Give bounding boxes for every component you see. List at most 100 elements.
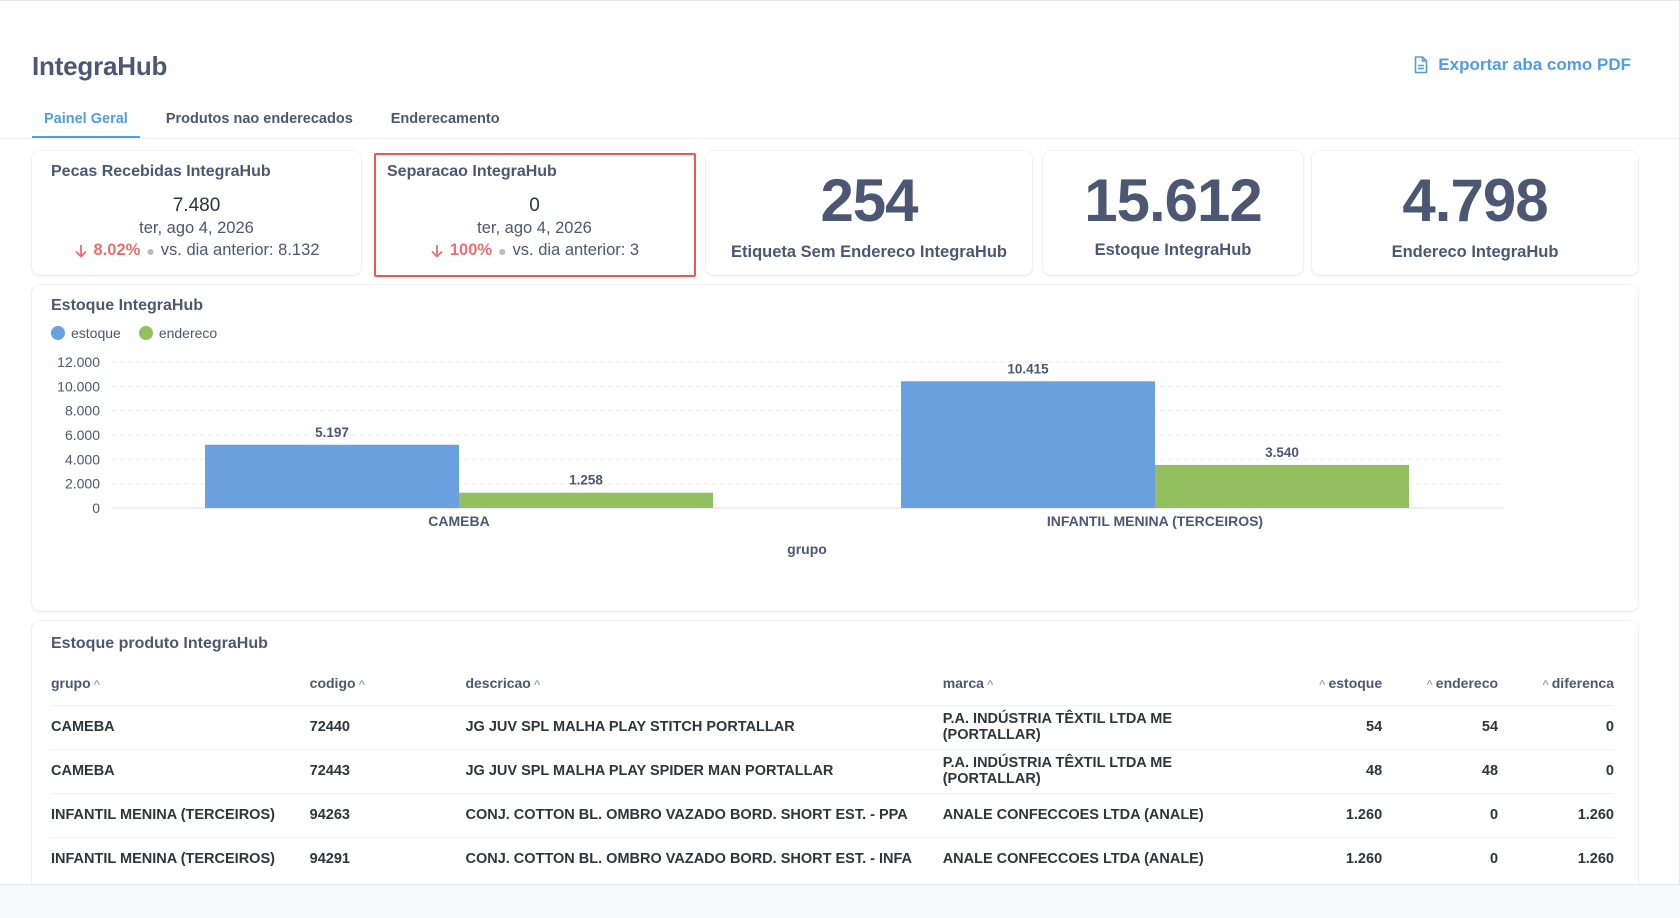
table-cell-estoque: 54 bbox=[1272, 704, 1383, 749]
kpi-label: Etiqueta Sem Endereco IntegraHub bbox=[731, 243, 1007, 261]
table-cell-marca: ANALE CONFECCOES LTDA (ANALE) bbox=[942, 792, 1273, 837]
y-tick-label: 8.000 bbox=[65, 403, 100, 419]
data-table: grupo ^ codigo ^ descricao ^ marca ^ ^ estoqu… bbox=[51, 661, 1614, 881]
tab-enderecamento[interactable]: Enderecamento bbox=[390, 111, 500, 127]
tab-produtos-nao-enderecados[interactable]: Produtos nao enderecados bbox=[165, 111, 353, 127]
kpi-comparison: 8.02% ● vs. dia anterior: 8.132 bbox=[32, 241, 361, 260]
x-axis-title: grupo bbox=[787, 541, 827, 557]
table-cell-endereco: 48 bbox=[1382, 748, 1499, 793]
table-cell-endereco: 0 bbox=[1382, 836, 1499, 881]
y-tick-label: 12.000 bbox=[57, 354, 100, 370]
column-header-diferenca[interactable]: ^ diferenca bbox=[1542, 674, 1614, 691]
kpi-label: Endereco IntegraHub bbox=[1391, 243, 1559, 261]
table-cell-diferenca: 1.260 bbox=[1498, 836, 1614, 881]
table-cell-grupo: CAMEBA bbox=[51, 748, 310, 793]
document-icon bbox=[1414, 56, 1428, 74]
chart-title: Estoque IntegraHub bbox=[51, 297, 204, 314]
sort-icon: ^ bbox=[1426, 678, 1433, 691]
kpi-label: Estoque IntegraHub bbox=[1094, 241, 1252, 259]
bar-endereco bbox=[459, 492, 713, 508]
column-header-estoque[interactable]: ^ estoque bbox=[1319, 674, 1383, 691]
separator-dot: ● bbox=[498, 242, 507, 259]
table-cell-descricao: JG JUV SPL MALHA PLAY STITCH PORTALLAR bbox=[465, 704, 943, 749]
y-tick-label: 2.000 bbox=[65, 476, 100, 492]
table-cell-descricao: CONJ. COTTON BL. OMBRO VAZADO BORD. SHOR… bbox=[465, 836, 943, 881]
column-header-marca[interactable]: marca ^ bbox=[942, 674, 994, 691]
column-header-grupo[interactable]: grupo ^ bbox=[51, 674, 101, 691]
kpi-compare-text: vs. dia anterior: 3 bbox=[512, 241, 640, 259]
page-title: IntegraHub bbox=[32, 51, 168, 81]
table-row[interactable]: CAMEBA 72440 JG JUV SPL MALHA PLAY STITCH … bbox=[51, 704, 1614, 749]
dashboard-header: IntegraHub Exportar aba como PDF bbox=[32, 51, 1631, 91]
bar-data-label: 5.197 bbox=[315, 425, 349, 440]
export-pdf-button[interactable]: Exportar aba como PDF bbox=[1414, 55, 1631, 75]
x-category-label: INFANTIL MENINA (TERCEIROS) bbox=[1047, 513, 1263, 529]
chart-card-estoque[interactable]: Estoque IntegraHub estoque endereco 0 2.0… bbox=[32, 285, 1638, 611]
bar-estoque bbox=[205, 444, 459, 508]
table-row[interactable]: INFANTIL MENINA (TERCEIROS) 94291 CONJ. CO… bbox=[51, 836, 1614, 881]
sort-icon: ^ bbox=[986, 678, 994, 691]
x-category-label: CAMEBA bbox=[428, 513, 489, 529]
table-cell-grupo: INFANTIL MENINA (TERCEIROS) bbox=[51, 836, 310, 881]
bar-data-label: 10.415 bbox=[1007, 361, 1049, 376]
kpi-card-endereco[interactable]: 4.798 Endereco IntegraHub bbox=[1312, 151, 1638, 275]
table-cell-marca: P.A. INDÚSTRIA TÊXTIL LTDA ME (PORTALLAR… bbox=[942, 704, 1273, 749]
kpi-big-value: 4.798 bbox=[1402, 167, 1548, 234]
table-cell-endereco: 54 bbox=[1382, 704, 1499, 749]
table-cell-diferenca: 1.260 bbox=[1498, 792, 1614, 837]
table-cell-grupo: INFANTIL MENINA (TERCEIROS) bbox=[51, 792, 310, 837]
sort-icon: ^ bbox=[1542, 678, 1549, 691]
footer-bar bbox=[0, 884, 1680, 918]
kpi-comparison: 100% ● vs. dia anterior: 3 bbox=[375, 241, 694, 260]
kpi-big-value: 15.612 bbox=[1084, 167, 1263, 234]
kpi-card-pecas-recebidas[interactable]: Pecas Recebidas IntegraHub 7.480 ter, ag… bbox=[32, 151, 361, 275]
table-title: Estoque produto IntegraHub bbox=[51, 635, 268, 652]
table-row[interactable]: CAMEBA 72443 JG JUV SPL MALHA PLAY SPIDER … bbox=[51, 748, 1614, 793]
chart-legend: estoque endereco bbox=[51, 325, 1638, 341]
sort-icon: ^ bbox=[533, 678, 541, 691]
table-card-estoque-produto: Estoque produto IntegraHub grupo ^ codigo… bbox=[32, 621, 1638, 885]
table-cell-endereco: 0 bbox=[1382, 792, 1499, 837]
kpi-change-value: 100% bbox=[449, 241, 493, 259]
kpi-card-separacao[interactable]: Separacao IntegraHub 0 ter, ago 4, 2026 … bbox=[375, 151, 694, 275]
arrow-down-icon bbox=[431, 244, 443, 258]
arrow-down-icon bbox=[74, 244, 87, 258]
table-cell-descricao: JG JUV SPL MALHA PLAY SPIDER MAN PORTALL… bbox=[465, 748, 943, 793]
table-cell-descricao: CONJ. COTTON BL. OMBRO VAZADO BORD. SHOR… bbox=[465, 792, 943, 837]
table-cell-grupo: CAMEBA bbox=[51, 704, 310, 749]
table-row[interactable]: INFANTIL MENINA (TERCEIROS) 94263 CONJ. CO… bbox=[51, 792, 1614, 837]
kpi-date: ter, ago 4, 2026 bbox=[477, 219, 592, 237]
kpi-change-value: 8.02% bbox=[93, 241, 141, 259]
table-cell-estoque: 1.260 bbox=[1272, 792, 1383, 837]
table-cell-codigo: 72443 bbox=[309, 748, 466, 793]
legend-label: estoque bbox=[71, 325, 121, 341]
column-header-descricao[interactable]: descricao ^ bbox=[465, 674, 541, 691]
bar-chart: 0 2.000 4.000 6.000 8.000 10.000 12.000 5.197 1.… bbox=[57, 354, 1504, 557]
legend-item-estoque[interactable]: estoque bbox=[51, 325, 121, 341]
tabs-divider bbox=[0, 138, 1679, 139]
dashboard-page: IntegraHub Exportar aba como PDF Painel … bbox=[0, 0, 1680, 885]
sort-icon: ^ bbox=[93, 678, 101, 691]
table-cell-codigo: 94263 bbox=[309, 792, 466, 837]
table-cell-diferenca: 0 bbox=[1498, 748, 1614, 793]
legend-item-endereco[interactable]: endereco bbox=[138, 325, 217, 341]
kpi-value: 7.480 bbox=[172, 195, 221, 216]
table-cell-estoque: 1.260 bbox=[1272, 836, 1383, 881]
y-tick-label: 0 bbox=[92, 500, 100, 516]
kpi-card-estoque[interactable]: 15.612 Estoque IntegraHub bbox=[1043, 151, 1303, 275]
bar-data-label: 3.540 bbox=[1265, 445, 1299, 460]
legend-swatch bbox=[138, 326, 153, 340]
column-header-endereco[interactable]: ^ endereco bbox=[1426, 674, 1499, 691]
column-header-codigo[interactable]: codigo ^ bbox=[309, 674, 365, 691]
tab-bar: Painel Geral Produtos nao enderecados En… bbox=[32, 105, 526, 139]
bar-endereco bbox=[1155, 464, 1409, 508]
bar-data-label: 1.258 bbox=[569, 473, 603, 488]
bar-estoque bbox=[901, 381, 1155, 508]
table-cell-marca: P.A. INDÚSTRIA TÊXTIL LTDA ME (PORTALLAR… bbox=[942, 748, 1273, 793]
kpi-title: Pecas Recebidas IntegraHub bbox=[51, 163, 271, 180]
separator-dot: ● bbox=[146, 242, 155, 259]
tab-painel-geral[interactable]: Painel Geral bbox=[32, 105, 140, 139]
kpi-value: 0 bbox=[529, 195, 540, 216]
kpi-date: ter, ago 4, 2026 bbox=[139, 219, 254, 237]
kpi-card-etiqueta-sem-endereco[interactable]: 254 Etiqueta Sem Endereco IntegraHub bbox=[706, 151, 1032, 275]
